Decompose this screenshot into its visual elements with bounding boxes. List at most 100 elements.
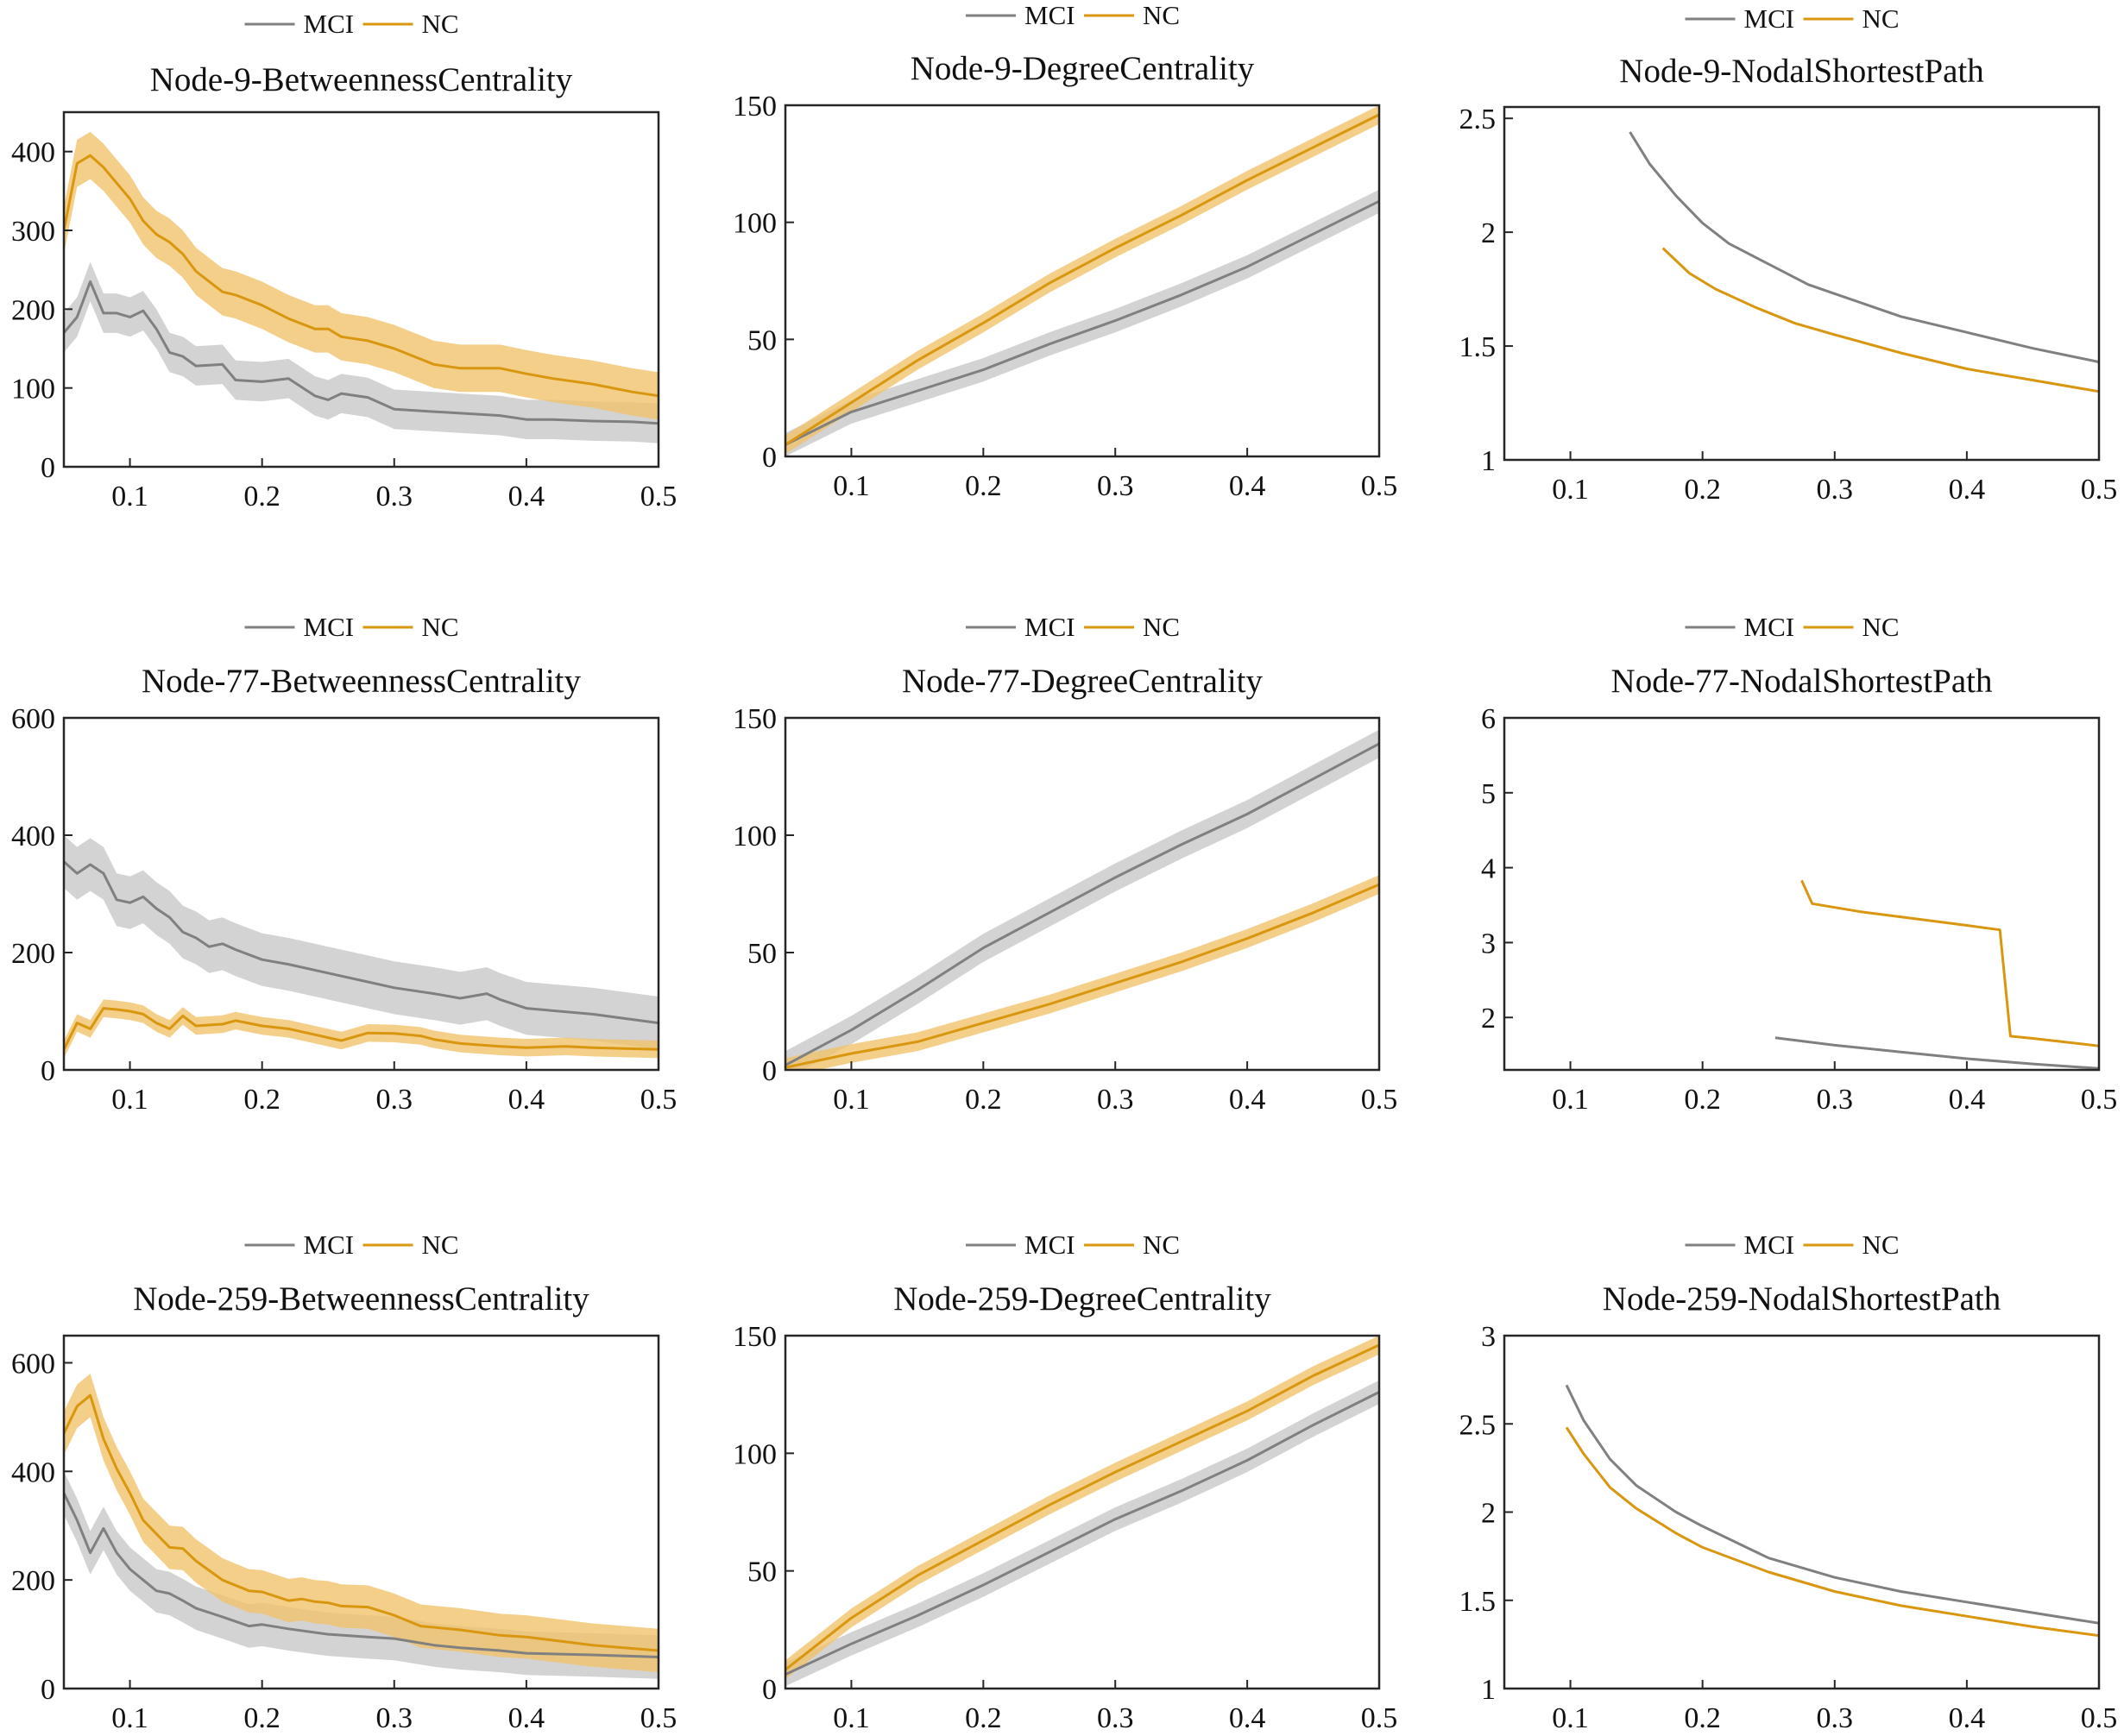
chart-panel-3: MCI NC Node-9-NodalShortestPath 0.1 0.2 0.3 0.… [1459,3,2118,506]
x-tick-label: 0.2 [1684,1084,1721,1116]
series-mci-line [1565,1384,2099,1625]
x-tick-label: 0.3 [1097,470,1134,502]
y-tick-label: 2.5 [1459,104,1497,135]
axes-box [62,110,660,469]
y-tick-label: 150 [733,91,777,123]
y-tick-label: 1 [1481,445,1496,477]
x-tick-label: 0.3 [1817,474,1854,506]
series-mci-line [64,280,659,425]
x-tick-label: 0.2 [965,470,1002,502]
x-tick-label: 0.5 [640,481,678,513]
axes-box [784,1334,1381,1690]
y-tick-label: 0 [41,1674,55,1706]
x-tick-label: 0.4 [1229,470,1266,502]
x-tick-label: 0.2 [1684,1702,1721,1734]
y-tick-label: 1 [1481,1674,1496,1706]
y-tick-label: 3 [1481,1321,1496,1353]
series-nc-line [1661,247,2099,393]
axes-box [62,716,660,1072]
legend-mci-label: MCI [1024,1230,1075,1260]
y-tick-label: 50 [747,1557,777,1588]
x-tick-label: 0.4 [1949,1702,1986,1734]
chart-title: Node-9-NodalShortestPath [1619,53,1983,90]
y-tick-label: 6 [1481,703,1496,735]
chart-panel-6: MCI NC Node-77-NodalShortestPath 0.1 0.2 0.3 0… [1481,612,2117,1116]
legend-nc-label: NC [422,9,459,39]
x-tick-label: 0.3 [376,1084,413,1116]
series-nc-line [64,154,659,398]
legend: MCI NC [244,612,459,642]
x-tick-label: 0.5 [640,1702,678,1734]
x-tick-label: 0.1 [833,470,870,502]
x-tick-label: 0.1 [833,1702,870,1734]
x-tick-label: 0.3 [1817,1084,1854,1116]
x-tick-label: 0.5 [1361,1084,1398,1116]
legend-mci-label: MCI [304,9,355,39]
series-mci-line [64,860,659,1025]
y-tick-label: 2.5 [1459,1409,1497,1441]
axes-box [1503,105,2101,462]
series-nc-line [785,1343,1379,1671]
y-tick-label: 600 [11,1348,55,1380]
x-tick-label: 0.3 [1097,1702,1134,1734]
series-mci-band [64,261,659,443]
chart-title: Node-9-BetweennessCentrality [150,61,573,98]
legend-mci-label: MCI [1024,612,1075,642]
legend-nc-label: NC [422,612,459,642]
legend-mci-label: MCI [1744,3,1795,34]
y-tick-label: 200 [11,1565,55,1597]
y-tick-label: 2 [1481,217,1496,249]
x-tick-label: 0.5 [640,1084,678,1116]
series-nc-band [64,999,659,1059]
y-tick-label: 5 [1481,778,1496,810]
y-tick-label: 2 [1481,1498,1496,1530]
x-tick-label: 0.4 [1229,1084,1266,1116]
y-tick-label: 0 [41,452,55,484]
series-mci-line [1774,1036,2099,1070]
chart-title: Node-9-DegreeCentrality [911,50,1255,87]
x-tick-label: 0.4 [1949,474,1986,506]
y-tick-label: 300 [11,216,55,248]
legend-mci-label: MCI [1744,1230,1795,1260]
legend-nc-label: NC [1862,3,1900,34]
chart-title: Node-77-NodalShortestPath [1611,663,1993,700]
x-tick-label: 0.2 [243,481,280,513]
legend: MCI NC [966,0,1180,30]
x-tick-label: 0.1 [833,1084,870,1116]
series-mci-line [785,742,1379,1066]
x-tick-label: 0.5 [2081,1702,2118,1734]
x-tick-label: 0.5 [1361,470,1398,502]
x-tick-label: 0.4 [1229,1702,1266,1734]
series-mci-line [1629,131,2099,363]
legend-mci-label: MCI [1024,0,1075,30]
x-tick-label: 0.5 [2081,1084,2118,1116]
legend-nc-label: NC [1862,612,1900,642]
x-tick-label: 0.1 [111,1702,148,1734]
legend: MCI NC [244,1230,459,1260]
x-tick-label: 0.3 [1097,1084,1134,1116]
y-tick-label: 100 [733,1438,777,1470]
legend-nc-label: NC [1862,1230,1900,1260]
chart-panel-1: MCI NC Node-9-BetweennessCentrality 0.1 0.2 0… [11,9,677,513]
y-tick-label: 50 [747,938,777,970]
axes-box [1503,1334,2101,1690]
y-tick-label: 0 [762,442,777,474]
legend-nc-label: NC [1143,1230,1180,1260]
x-tick-label: 0.3 [376,481,413,513]
axes-box [62,1334,660,1690]
y-tick-label: 400 [11,1456,55,1488]
series-nc-band [785,875,1379,1070]
series-mci-band [64,835,659,1050]
series-mci-line [785,1391,1379,1676]
series-mci-line [64,1492,659,1658]
series-nc-line [1800,879,2099,1047]
y-tick-label: 150 [733,703,777,735]
chart-panel-8: MCI NC Node-259-DegreeCentrality 0.1 0.2 0.3 0… [733,1230,1397,1734]
x-tick-label: 0.4 [508,1702,545,1734]
legend-mci-label: MCI [304,612,355,642]
y-tick-label: 400 [11,137,55,169]
legend-mci-label: MCI [304,1230,355,1260]
legend: MCI NC [966,1230,1180,1260]
series-nc-band [64,1374,659,1673]
